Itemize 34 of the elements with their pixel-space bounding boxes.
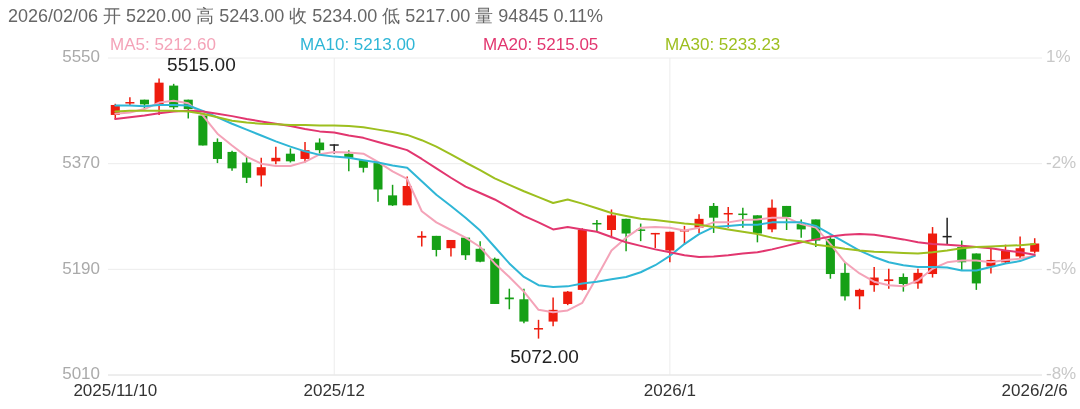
candlestick xyxy=(417,230,427,248)
x-tick-label: 2026/1 xyxy=(643,381,696,401)
annotation: 5515.00 xyxy=(167,53,236,75)
chart-title: 2026/02/06 开 5220.00 高 5243.00 收 5234.00 低 5217.00 量 94845 0.11% xyxy=(8,5,604,26)
candlestick xyxy=(606,208,617,239)
candlestick xyxy=(855,287,865,310)
annotation: 5072.00 xyxy=(510,345,579,367)
candlestick xyxy=(533,319,544,340)
text: MA10: 5213.00 xyxy=(300,35,416,55)
candlestick xyxy=(621,218,631,252)
text: MA30: 5233.23 xyxy=(665,35,781,55)
text: MA20: 5215.05 xyxy=(483,35,599,55)
candlestick xyxy=(125,96,135,107)
candlestick xyxy=(709,202,719,234)
candlestick xyxy=(519,287,529,325)
text: MA5: 5212.60 xyxy=(110,35,216,55)
candlestick xyxy=(898,272,908,293)
candlestick xyxy=(402,175,412,207)
y-tick-label: 5190 xyxy=(62,258,100,278)
candlestick xyxy=(782,205,792,231)
candlestick xyxy=(256,157,266,188)
candlestick xyxy=(840,262,850,302)
candlestick xyxy=(212,137,222,164)
x-tick-label: 2025/11/10 xyxy=(73,381,158,401)
y-tick-label: 5010 xyxy=(62,364,100,384)
candlestick xyxy=(884,268,894,290)
x-tick-label: 2026/2/6 xyxy=(1001,381,1068,401)
candlestick xyxy=(242,155,252,184)
candlestick xyxy=(665,231,675,264)
candlestick xyxy=(388,184,398,207)
candlestick xyxy=(227,150,237,172)
y-tick-label: 5370 xyxy=(62,153,100,173)
x-tick-label: 2025/12 xyxy=(303,381,365,401)
y-tick-label: 5550 xyxy=(62,47,100,67)
